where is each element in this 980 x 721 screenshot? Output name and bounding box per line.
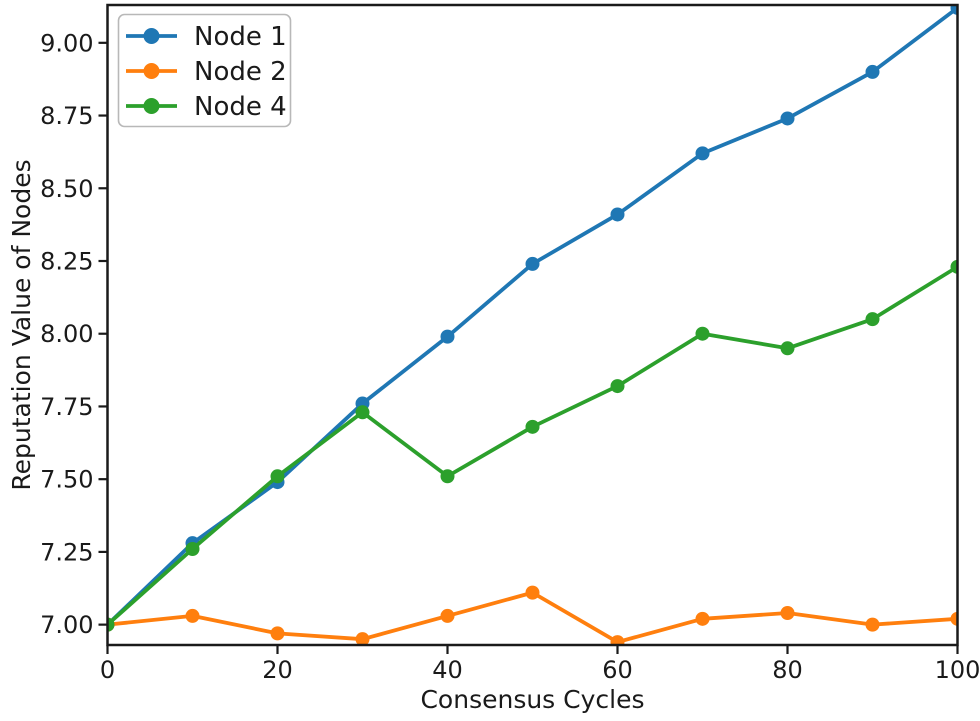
x-tick-label: 40 [432,656,463,684]
y-tick-label: 9.00 [40,29,93,57]
data-point-node-4-x80 [780,341,795,356]
x-tick-label: 60 [602,656,633,684]
data-point-node-2-x90 [865,617,880,632]
x-tick-label: 20 [262,656,293,684]
data-point-node-1-x40 [440,329,455,344]
data-point-node-1-x50 [525,256,540,271]
data-point-node-2-x100 [950,611,958,626]
data-point-node-4-x30 [355,405,370,420]
data-point-node-2-x30 [355,632,370,645]
data-point-node-4-x0 [107,617,115,632]
data-point-node-1-x70 [695,146,710,161]
x-axis-label: Consensus Cycles [420,685,644,714]
legend-item-node-1: Node 1 [126,22,287,52]
y-tick-label: 8.50 [40,175,93,203]
y-tick-label: 7.75 [40,393,93,421]
data-point-node-2-x50 [525,585,540,600]
data-point-node-4-x90 [865,312,880,327]
y-tick-label: 7.50 [40,466,93,494]
x-tick-label: 80 [772,656,803,684]
data-point-node-1-x100 [950,5,958,15]
data-point-node-1-x80 [780,111,795,126]
data-point-node-2-x40 [440,608,455,623]
y-axis-label: Reputation Value of Nodes [7,159,36,490]
x-tick-label: 0 [100,656,115,684]
data-point-node-4-x10 [185,542,200,556]
y-tick-label: 8.75 [40,102,93,130]
plot-border [106,3,959,647]
axes-ticks: 0 20 40 60 80 100 7.00 7.25 7.50 7.75 8.00 8.25 8.50… [40,29,980,684]
data-point-node-2-x60 [610,635,625,645]
data-point-node-4-x40 [440,469,455,484]
data-point-node-4-x70 [695,326,710,341]
legend-item-label: Node 2 [194,57,287,87]
data-point-node-2-x10 [185,608,200,623]
legend-item-label: Node 4 [194,92,287,122]
data-point-node-4-x60 [610,379,625,394]
legend: Node 1 Node 2 Node 4 [117,13,292,128]
data-point-node-2-x70 [695,611,710,626]
legend-marker-icon [143,63,160,79]
data-point-node-4-x100 [950,259,958,274]
y-tick-label: 7.00 [40,611,93,639]
data-point-node-2-x80 [780,606,795,620]
legend-item-label: Node 1 [194,22,287,52]
legend-item-node-4: Node 4 [126,92,287,122]
plot-area [107,5,958,645]
y-tick-label: 8.00 [40,320,93,348]
legend-marker-icon [143,98,160,114]
data-point-node-1-x90 [865,64,880,79]
legend-item-node-2: Node 2 [126,57,287,87]
y-tick-label: 7.25 [40,538,93,566]
series-line-node-4 [107,264,958,627]
legend-box [117,13,292,128]
x-tick-label: 100 [935,656,980,684]
data-point-node-4-x20 [270,469,285,484]
data-point-node-1-x60 [610,207,625,222]
data-point-node-4-x50 [525,419,540,434]
series-line-node-2 [107,590,958,644]
data-point-node-2-x20 [270,626,285,641]
legend-marker-icon [143,28,160,44]
y-tick-label: 8.25 [40,248,93,276]
